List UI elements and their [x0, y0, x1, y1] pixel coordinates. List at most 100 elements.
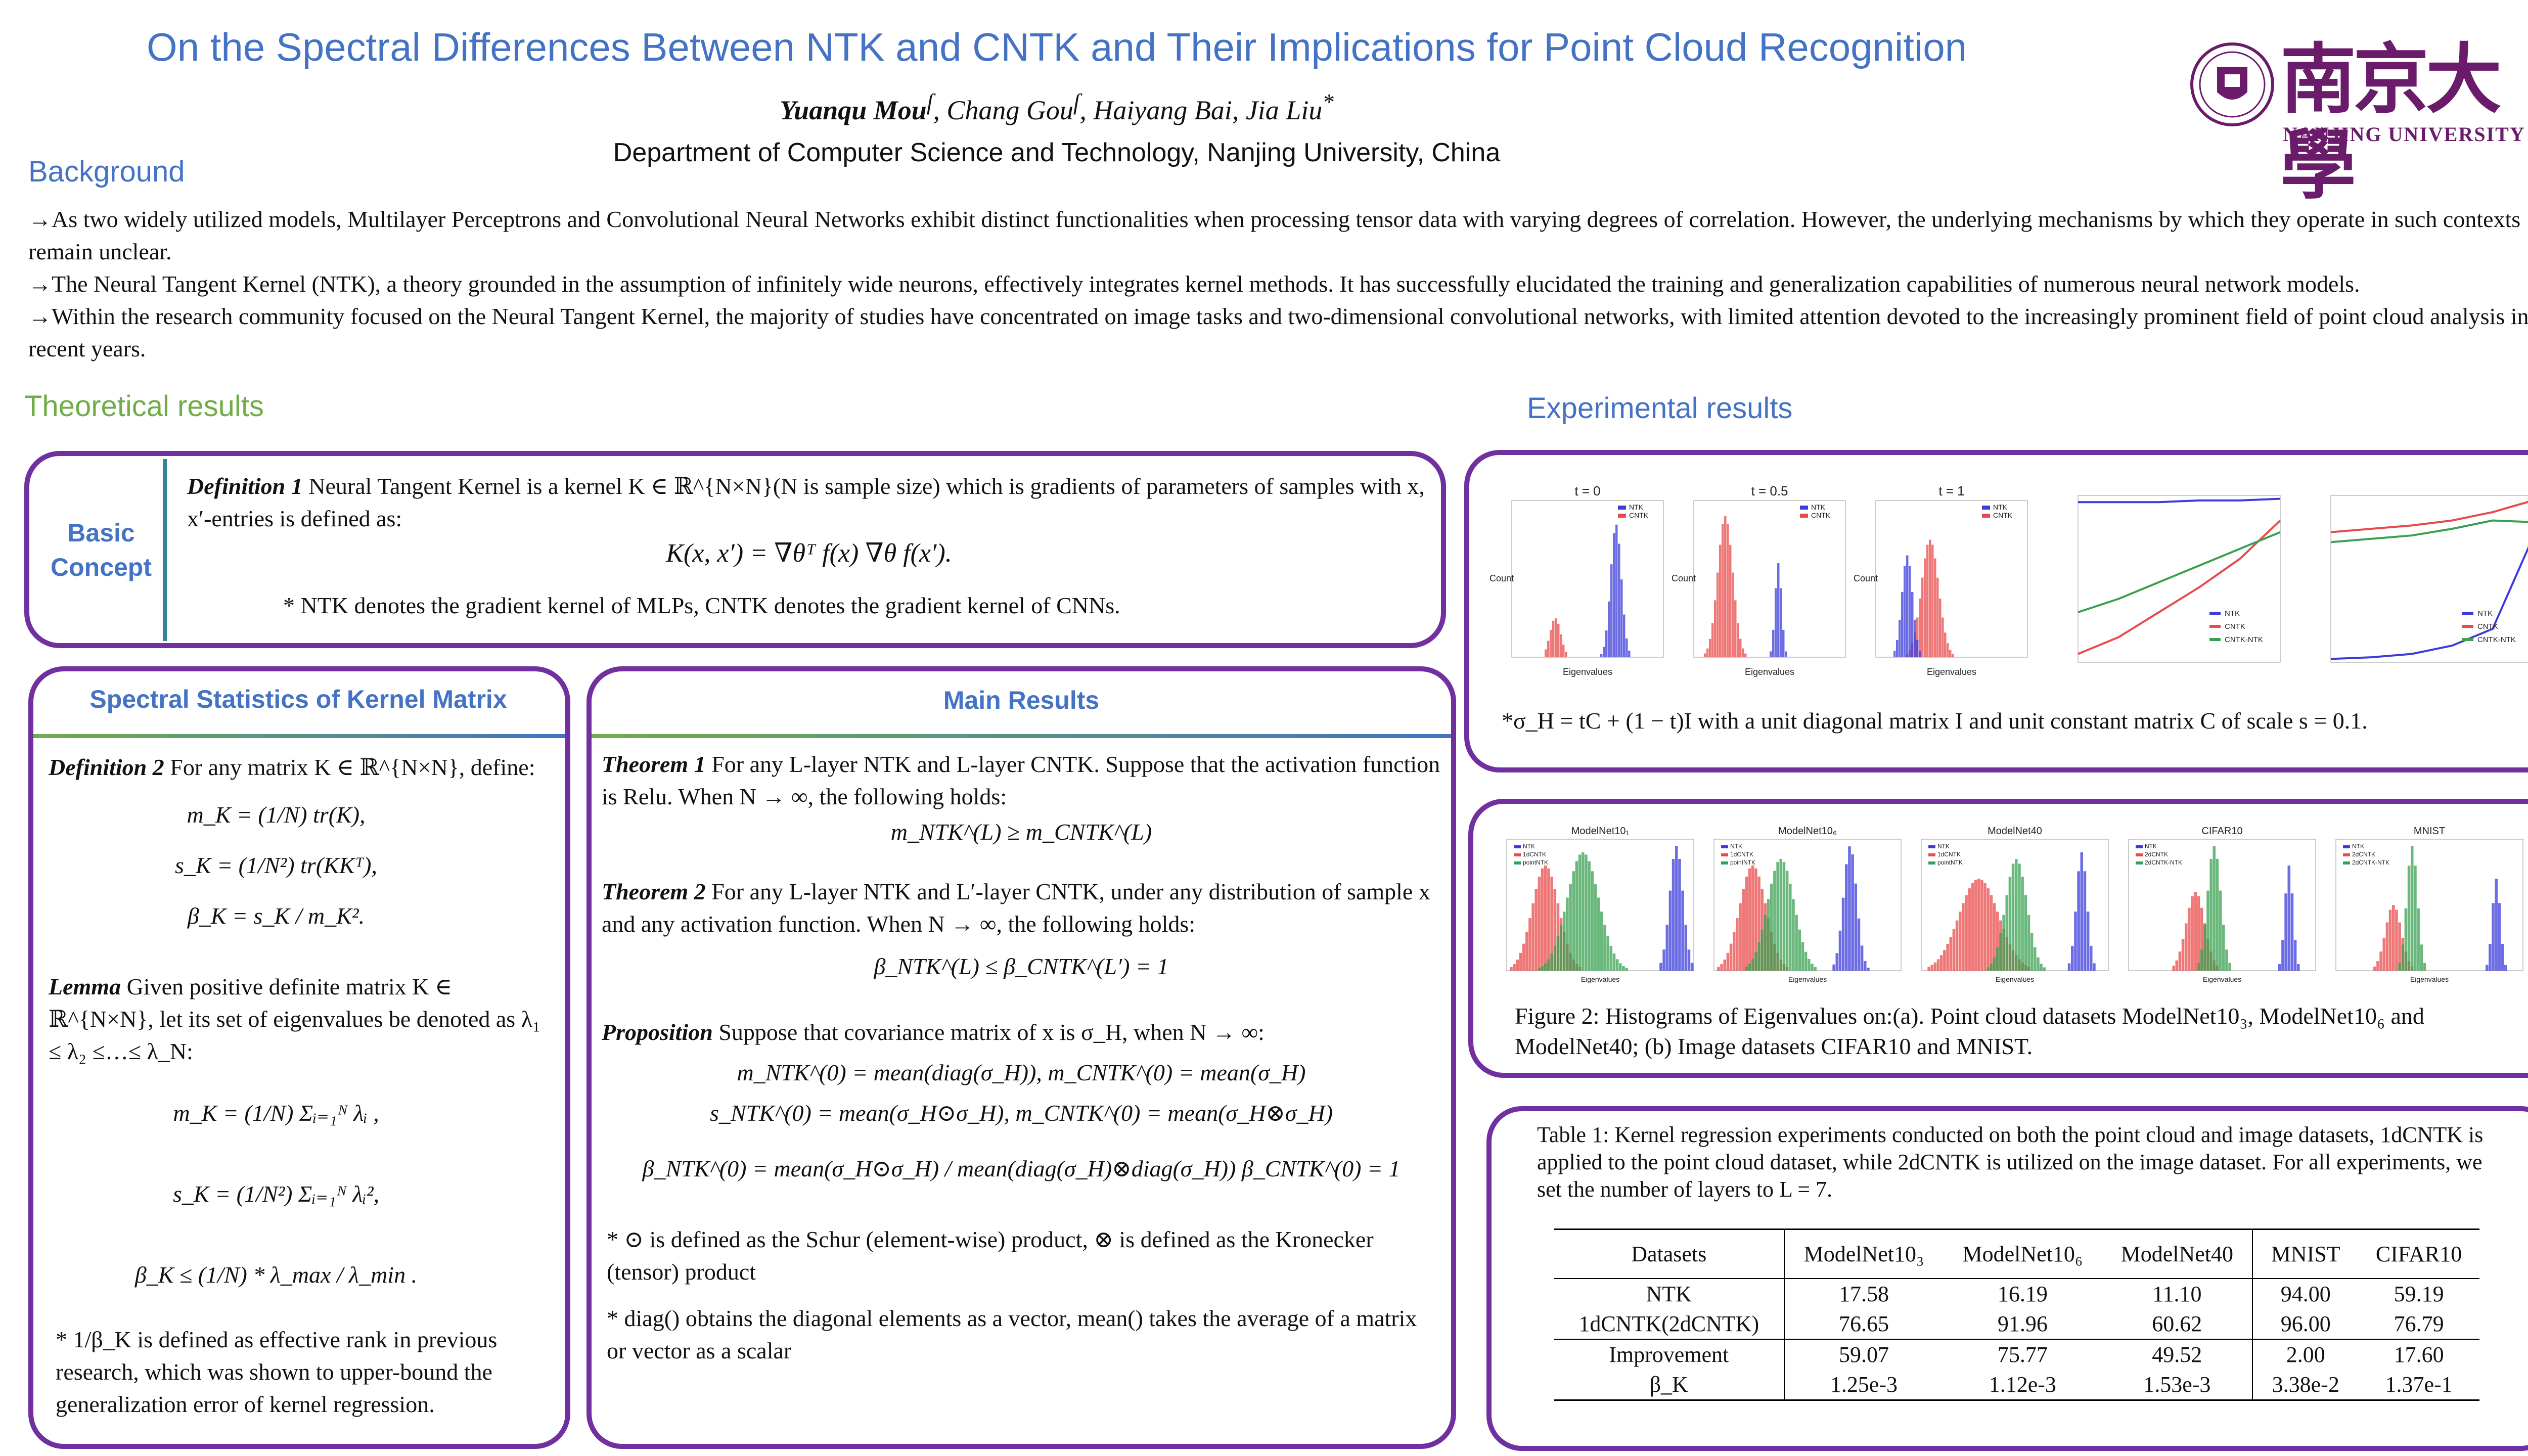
eq-mk: m_K = (1/N) tr(K),	[187, 802, 366, 828]
hist-bar-diff	[1588, 861, 1591, 971]
hist-bar-cntk	[2197, 896, 2200, 971]
legend-label: CNTK-NTK	[2477, 635, 2516, 644]
hist-bar-ntk	[1603, 647, 1605, 657]
experimental-heading: Experimental results	[1527, 392, 1793, 425]
legend-swatch	[1514, 845, 1521, 848]
hist-ylabel: Count	[1489, 573, 1514, 583]
hist-title: t = 1	[1938, 483, 1964, 498]
hist-bar-cntk	[1729, 943, 1733, 971]
hist-bar-cntk	[1516, 960, 1519, 971]
hist-bar-diff	[1606, 936, 1609, 971]
figure-2-caption: Figure 2: Histograms of Eigenvalues on:(…	[1515, 1003, 2424, 1059]
background-paragraph-3: →Within the research community focused o…	[28, 303, 2528, 361]
hist-bar-diff	[2015, 859, 2018, 971]
hist-bar-diff	[2209, 858, 2213, 971]
legend-swatch	[1800, 514, 1808, 518]
hist-bar-cntk	[1522, 943, 1525, 971]
hist-bar-diff	[1578, 854, 1582, 971]
hist-bar-cntk	[1924, 558, 1926, 657]
hist-bar-ntk	[2297, 964, 2300, 971]
hist-bar-diff	[2213, 846, 2216, 971]
legend-label: NTK	[1629, 503, 1644, 511]
hist-bar-cntk	[1541, 868, 1544, 971]
hist-bar-diff	[2024, 895, 2027, 971]
hist-bar-ntk	[2492, 903, 2495, 971]
hist-bar-diff	[1996, 947, 1999, 971]
table-cell: 1dCNTK(2dCNTK)	[1554, 1309, 1785, 1339]
legend-swatch	[2209, 625, 2221, 628]
table-row: NTK 17.58 16.19 11.10 94.00 59.19	[1554, 1279, 2479, 1309]
legend-label: 2dCNTK	[2352, 851, 2375, 858]
hist-bar-diff	[1609, 945, 1613, 971]
hist-bar-diff	[1792, 899, 1795, 971]
hist-bar-cntk	[1562, 645, 1565, 657]
hist-bar-ntk	[2278, 964, 2281, 971]
hist-bar-diff	[2021, 877, 2024, 971]
legend-label: NTK	[1523, 843, 1535, 850]
hist-bar-diff	[1550, 953, 1553, 971]
hist-bar-cntk	[1919, 598, 1921, 657]
hist-bar-cntk	[2373, 966, 2376, 971]
hist-bar-diff	[1748, 964, 1751, 971]
table-header-cell: MNIST	[2271, 1242, 2340, 1266]
legend-swatch	[2136, 845, 2143, 848]
hist-bar-cntk	[1968, 888, 1971, 971]
hist-bar-ntk	[1838, 930, 1842, 971]
table-cell: 16.19	[1997, 1282, 2048, 1306]
hist-bar-diff	[1566, 897, 1569, 971]
hist-bar-ntk	[1772, 629, 1775, 657]
hist-bar-cntk	[1560, 634, 1562, 657]
legend-label: NTK	[1730, 843, 1742, 850]
hist-bar-cntk	[1751, 866, 1754, 971]
hist-bar-ntk	[2086, 912, 2090, 971]
hist-bar-cntk	[1722, 524, 1724, 657]
lemma-eq-s: s_K = (1/N²) Σᵢ₌₁ᴺ λᵢ²,	[172, 1181, 379, 1207]
hist-bar-ntk	[1613, 533, 1615, 657]
main-results-panel	[586, 666, 1456, 1449]
hist-bar-ntk	[1626, 638, 1628, 657]
hist-bar-diff	[2203, 925, 2206, 971]
hist-bar-diff	[1538, 968, 1541, 971]
hist-bar-ntk	[1690, 963, 1694, 971]
hist-bar-diff	[2216, 858, 2219, 971]
hist-bar-cntk	[1550, 629, 1552, 657]
hist-bar-ntk	[1841, 897, 1845, 971]
hist-bar-ntk	[2090, 945, 2093, 971]
legend-label: CNTK-NTK	[2225, 635, 2263, 644]
hist-bar-diff	[2005, 895, 2009, 971]
hist-bar-diff	[1789, 883, 1792, 971]
hist-bar-diff	[1597, 897, 1600, 971]
hist-bar-ntk	[1899, 619, 1901, 657]
table-header-cell: ModelNet10₃	[1803, 1242, 1924, 1266]
table-cell: 59.07	[1838, 1342, 1889, 1367]
figure-1-caption: *σ_H = tC + (1 − t)I with a unit diagona…	[1502, 708, 2368, 734]
proposition-eq-3: β_NTK^(0) = mean(σ_H⊙σ_H) / mean(diag(σ_…	[642, 1156, 1401, 1181]
hist-bar-cntk	[1939, 598, 1942, 657]
hist-bar-diff	[1582, 852, 1585, 971]
hist-bar-ntk	[1916, 640, 1919, 657]
legend-label: NTK	[1811, 503, 1826, 511]
hist-xlabel: Eigenvalues	[1788, 975, 1827, 983]
background-paragraph-1: →As two widely utilized models, Multilay…	[28, 206, 2521, 264]
hist-bar-ntk	[1668, 890, 1672, 971]
line-series	[2330, 519, 2528, 543]
hist-bar-cntk	[1974, 880, 1977, 971]
hist-bar-ntk	[2080, 852, 2084, 971]
hist-bar-ntk	[1600, 654, 1603, 657]
hist-bar-cntk	[1921, 577, 1924, 657]
legend-swatch	[1982, 506, 1990, 510]
hist-ylabel: Count	[1854, 573, 1878, 583]
legend-swatch	[1514, 853, 1521, 856]
hist-bar-ntk	[1782, 629, 1785, 657]
legend-label: 1dCNTK	[1937, 851, 1961, 858]
hist-bar-diff	[1773, 871, 1776, 971]
hist-bar-diff	[1987, 967, 1990, 971]
theorem-2: Theorem 2 For any L-layer NTK and L′-lay…	[602, 879, 1430, 937]
table-header-cell: CIFAR10	[2375, 1242, 2462, 1266]
hist-bar-cntk	[1719, 544, 1722, 657]
hist-bar-cntk	[1745, 876, 1748, 971]
hist-bar-ntk	[1845, 864, 1848, 971]
hist-bar-diff	[1808, 959, 1811, 971]
legend-swatch	[2462, 638, 2473, 641]
table-cell: 17.60	[2394, 1342, 2444, 1367]
